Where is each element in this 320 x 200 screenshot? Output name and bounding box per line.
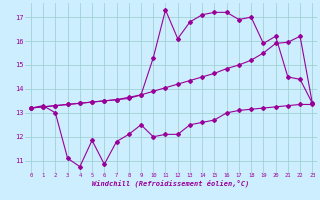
X-axis label: Windchill (Refroidissement éolien,°C): Windchill (Refroidissement éolien,°C) xyxy=(92,180,250,187)
